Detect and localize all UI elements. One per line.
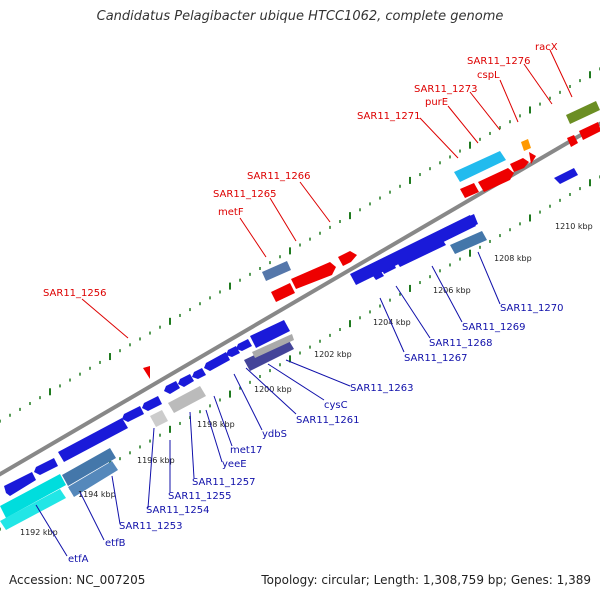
gene-arrow[interactable] <box>529 152 536 164</box>
topology-text: Topology: circular; Length: 1,308,759 bp… <box>261 573 591 587</box>
gene-box[interactable] <box>521 139 531 151</box>
gene-box[interactable] <box>262 261 291 281</box>
gene-arrow[interactable] <box>271 283 295 302</box>
accession-text: Accession: NC_007205 <box>9 573 146 587</box>
kbp-label: 1204 kbp <box>373 318 411 327</box>
gene-arrow[interactable] <box>4 472 36 496</box>
gene-arrow[interactable] <box>204 352 230 371</box>
gene-arrow[interactable] <box>291 262 336 289</box>
kbp-label: 1200 kbp <box>254 385 292 394</box>
bottom-strand-features <box>0 168 578 530</box>
gene-arrow[interactable] <box>338 251 357 266</box>
gene-box[interactable] <box>58 418 128 462</box>
gene-box[interactable] <box>244 339 294 371</box>
tick-tracks <box>0 67 600 531</box>
gene-label[interactable]: yeeE <box>222 459 247 470</box>
gene-box[interactable] <box>450 231 487 254</box>
gene-label[interactable]: SAR11_1267 <box>404 353 468 364</box>
gene-arrow[interactable] <box>478 168 514 192</box>
kbp-label: 1208 kbp <box>494 254 532 263</box>
gene-arrow[interactable] <box>122 406 144 422</box>
gene-label[interactable]: SAR11_1263 <box>350 383 414 394</box>
gene-arrow[interactable] <box>192 368 206 379</box>
gene-box[interactable] <box>444 214 478 238</box>
map-title: Candidatus Pelagibacter ubique HTCC1062,… <box>96 9 504 24</box>
kbp-label: 1192 kbp <box>20 528 58 537</box>
gene-box[interactable] <box>566 101 600 124</box>
bottom-gene-labels: etfA etfB SAR11_1253 SAR11_1254 SAR11_12… <box>35 251 564 565</box>
kbp-label: 1210 kbp <box>555 222 593 231</box>
gene-box[interactable] <box>168 386 206 413</box>
gene-label[interactable]: SAR11_1271 <box>357 111 421 122</box>
gene-arrow[interactable] <box>164 381 180 394</box>
gene-arrow[interactable] <box>554 168 578 184</box>
gene-label[interactable]: etfA <box>68 554 89 565</box>
gene-arrow[interactable] <box>236 339 252 351</box>
kbp-label: 1198 kbp <box>197 420 235 429</box>
gene-box[interactable] <box>350 215 476 285</box>
gene-arrow[interactable] <box>142 396 162 411</box>
gene-label[interactable]: ydbS <box>262 429 287 440</box>
gene-box[interactable] <box>0 489 66 530</box>
gene-arrow[interactable] <box>34 458 58 475</box>
gene-arrow[interactable] <box>567 135 578 147</box>
gene-arrow[interactable] <box>510 158 529 172</box>
gene-label[interactable]: SAR11_1269 <box>462 322 526 333</box>
gene-label[interactable]: purE <box>425 97 448 108</box>
gene-box[interactable] <box>150 410 168 427</box>
gene-label[interactable]: SAR11_1265 <box>213 189 277 200</box>
gene-box[interactable] <box>454 151 506 182</box>
kbp-label: 1206 kbp <box>433 286 471 295</box>
gene-label[interactable]: SAR11_1254 <box>146 505 210 516</box>
gene-label[interactable]: SAR11_1256 <box>43 288 107 299</box>
gene-arrow[interactable] <box>178 374 194 387</box>
gene-label[interactable]: cysC <box>324 400 348 411</box>
gene-label[interactable]: SAR11_1253 <box>119 521 183 532</box>
gene-label[interactable]: racX <box>535 42 558 53</box>
kbp-scale: 1192 kbp 1194 kbp 1196 kbp 1198 kbp 1200… <box>20 222 593 537</box>
gene-label[interactable]: SAR11_1261 <box>296 415 360 426</box>
gene-label[interactable]: etfB <box>105 538 126 549</box>
gene-arrow[interactable] <box>460 183 479 198</box>
gene-label[interactable]: SAR11_1257 <box>192 477 256 488</box>
gene-box[interactable] <box>0 474 66 518</box>
gene-label[interactable]: SAR11_1255 <box>168 491 232 502</box>
gene-label[interactable]: SAR11_1268 <box>429 338 493 349</box>
kbp-label: 1196 kbp <box>137 456 175 465</box>
gene-box[interactable] <box>252 334 294 358</box>
gene-box[interactable] <box>250 320 290 348</box>
gene-label[interactable]: metF <box>218 207 244 218</box>
gene-arrow[interactable] <box>579 122 600 140</box>
top-gene-labels: SAR11_1256 metF SAR11_1265 SAR11_1266 SA… <box>43 42 573 339</box>
kbp-label: 1202 kbp <box>314 350 352 359</box>
gene-label[interactable]: SAR11_1270 <box>500 303 564 314</box>
gene-label[interactable]: SAR11_1276 <box>467 56 531 67</box>
top-strand-features <box>143 101 600 379</box>
gene-box[interactable] <box>62 448 116 486</box>
gene-arrow[interactable] <box>143 366 150 379</box>
gene-label[interactable]: met17 <box>230 445 263 456</box>
kbp-label: 1194 kbp <box>78 490 116 499</box>
gene-label[interactable]: SAR11_1273 <box>414 84 478 95</box>
gene-label[interactable]: SAR11_1266 <box>247 171 311 182</box>
gene-label[interactable]: cspL <box>477 70 500 81</box>
gene-box[interactable] <box>68 461 118 497</box>
